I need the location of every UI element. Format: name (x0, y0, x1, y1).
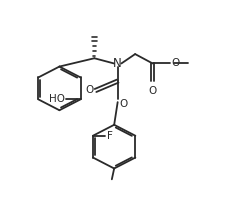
Text: HO: HO (49, 94, 65, 104)
Text: O: O (120, 99, 128, 109)
Text: O: O (85, 85, 93, 95)
Text: O: O (171, 58, 179, 68)
Text: N: N (113, 57, 122, 70)
Text: F: F (107, 131, 113, 141)
Text: O: O (148, 86, 157, 96)
